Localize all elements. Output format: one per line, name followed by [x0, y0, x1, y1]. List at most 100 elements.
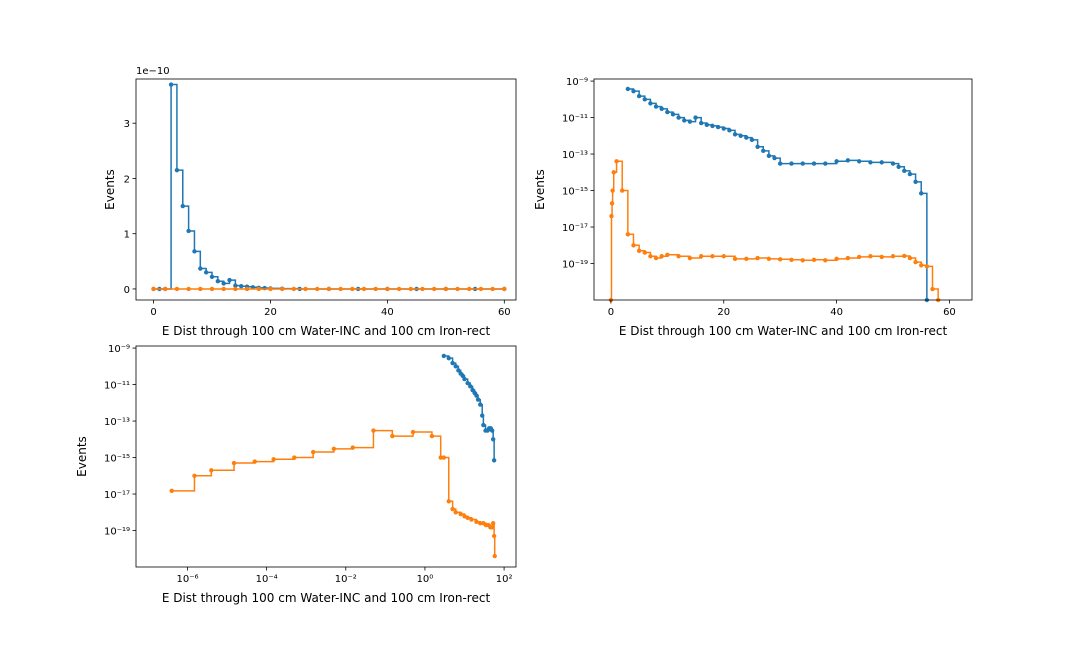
- data-point: [203, 270, 209, 275]
- data-point: [693, 115, 698, 120]
- data-point: [698, 254, 704, 259]
- data-point: [361, 286, 367, 292]
- panel-top-left: 0 20 40 60 0 1 2 3 E Dist through 100 cm Water-I…: [103, 66, 517, 338]
- data-point: [233, 283, 238, 288]
- data-point: [385, 286, 390, 292]
- data-point: [611, 170, 616, 175]
- data-point: [490, 286, 495, 292]
- data-point: [462, 376, 467, 382]
- data-point: [777, 257, 783, 262]
- data-point: [169, 488, 174, 494]
- data-point: [458, 511, 463, 517]
- x-tick-label: 10⁻⁴: [256, 574, 278, 585]
- data-point: [490, 437, 496, 442]
- data-point: [704, 122, 710, 128]
- panel-bottom-left: 10⁻⁶ 10⁻⁴ 10⁻² 10⁰ 10² 10⁻¹⁹ 10⁻¹⁷ 10⁻¹⁵ 10⁻¹³ 10…: [75, 344, 517, 605]
- data-point: [268, 286, 273, 292]
- data-point: [907, 171, 913, 177]
- data-point: [465, 515, 470, 520]
- data-point: [670, 112, 676, 117]
- data-point: [446, 355, 451, 361]
- y-tick-label: 10⁻¹⁷: [104, 490, 130, 501]
- x-tick-label: 40: [381, 307, 394, 318]
- data-point: [151, 286, 156, 292]
- series-line-blue: [153, 83, 505, 290]
- data-point: [890, 254, 896, 259]
- data-point: [811, 161, 817, 166]
- data-point: [239, 283, 244, 289]
- data-point: [609, 201, 615, 206]
- data-point: [209, 468, 214, 473]
- data-point: [315, 286, 320, 292]
- series-blue: [151, 82, 507, 292]
- data-point: [491, 533, 497, 539]
- data-point: [492, 553, 497, 559]
- data-point: [455, 286, 460, 292]
- x-tick-label: 10⁰: [417, 574, 434, 585]
- data-point: [687, 119, 693, 124]
- data-point: [453, 364, 458, 369]
- data-point: [710, 123, 715, 129]
- data-point: [474, 519, 479, 525]
- x-tick-label: 40: [830, 307, 843, 318]
- data-point: [755, 144, 760, 149]
- data-point: [481, 422, 486, 428]
- x-axis-label: E Dist through 100 cm Water-INC and 100 …: [162, 324, 491, 338]
- data-point: [410, 429, 416, 435]
- data-point: [845, 255, 851, 261]
- data-point: [727, 128, 732, 133]
- data-point: [221, 286, 226, 292]
- data-point: [490, 521, 496, 526]
- data-point: [233, 286, 238, 292]
- y-tick-label: 10⁻¹³: [104, 417, 130, 428]
- data-point: [192, 249, 197, 254]
- series-line-orange: [610, 160, 939, 301]
- data-point: [800, 258, 805, 263]
- data-point: [502, 286, 507, 292]
- data-point: [198, 266, 203, 271]
- data-point: [811, 257, 817, 262]
- y-tick-label: 10⁻¹¹: [562, 114, 588, 125]
- data-point: [478, 402, 483, 407]
- y-tick-label: 3: [124, 119, 130, 130]
- data-point: [823, 258, 828, 263]
- data-point: [478, 286, 484, 292]
- data-point: [738, 133, 743, 139]
- data-point: [648, 254, 653, 259]
- data-point: [777, 161, 783, 166]
- data-point: [373, 286, 378, 292]
- data-point: [491, 458, 497, 463]
- data-point: [279, 286, 285, 292]
- x-axis-label: E Dist through 100 cm Water-INC and 100 …: [619, 324, 948, 338]
- data-point: [292, 455, 297, 460]
- data-point: [631, 88, 636, 94]
- y-tick-label: 10⁻¹⁵: [104, 454, 130, 465]
- data-point: [310, 449, 316, 455]
- data-point: [823, 161, 828, 166]
- x-tick-label: 60: [943, 307, 956, 318]
- data-point: [924, 264, 930, 269]
- data-point: [636, 248, 642, 253]
- data-point: [256, 286, 261, 292]
- series-blue: [441, 353, 497, 463]
- data-point: [856, 254, 862, 260]
- data-point: [614, 159, 619, 164]
- data-point: [450, 360, 455, 366]
- data-point: [930, 286, 935, 292]
- data-point: [676, 115, 681, 120]
- y-tick-label: 10⁻¹³: [562, 150, 588, 161]
- data-point: [467, 286, 472, 292]
- data-point: [371, 428, 376, 433]
- data-point: [244, 286, 250, 292]
- data-point: [907, 255, 913, 261]
- data-point: [761, 148, 766, 154]
- x-tick-label: 20: [717, 307, 730, 318]
- data-point: [456, 368, 461, 373]
- series-blue: [625, 86, 930, 303]
- data-point: [772, 155, 777, 161]
- axes-frame: [135, 345, 517, 568]
- data-point: [443, 286, 449, 292]
- data-point: [174, 286, 180, 292]
- data-point: [174, 167, 180, 173]
- data-point: [453, 510, 458, 515]
